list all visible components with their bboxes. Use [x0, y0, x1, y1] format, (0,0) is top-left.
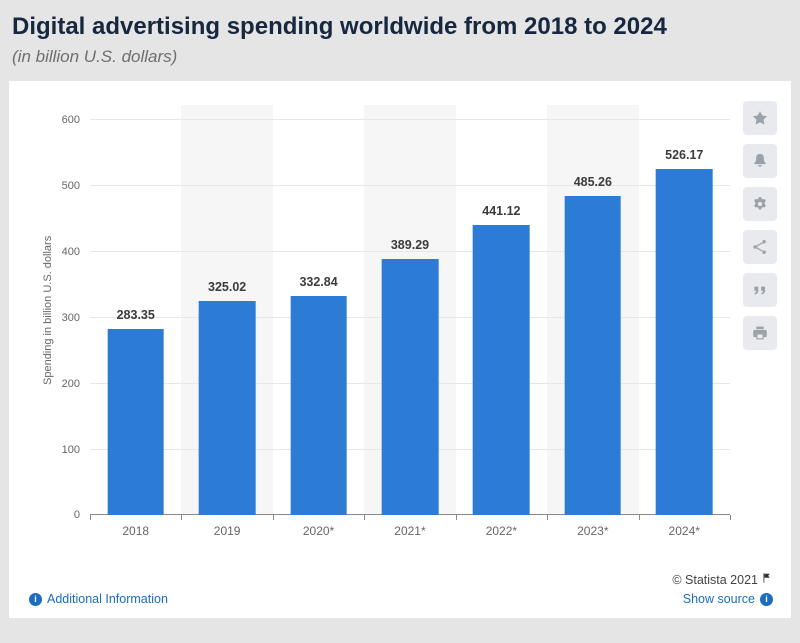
gear-icon [751, 195, 769, 213]
plot-area: 283.35 325.02 332.84 389.29 441.12 485.26 526.… [62, 105, 731, 521]
x-tick-label: 2020* [302, 524, 335, 539]
gridline [90, 251, 730, 253]
print-icon [751, 324, 769, 342]
axis-tick [272, 515, 274, 521]
chart-column: 332.84 [273, 105, 364, 516]
show-source-label: Show source [682, 592, 755, 607]
action-sidebar [743, 101, 777, 351]
y-tick-label: 600 [61, 114, 80, 127]
copyright-label: © Statista 2021 [672, 572, 758, 587]
x-tick-label: 2021* [394, 524, 426, 539]
gridline [90, 119, 730, 121]
star-icon [751, 109, 769, 127]
chart-column: 325.02 [181, 105, 273, 516]
chart-column: 283.35 [90, 105, 181, 516]
axis-tick [547, 515, 549, 521]
bar-2022[interactable] [473, 225, 530, 516]
x-axis-labels: 2018 2019 2020* 2021* 2022* 2023* 2024* [90, 524, 730, 538]
bar-value-label: 485.26 [573, 174, 612, 189]
y-axis-title: Spending in billion U.S. dollars [42, 235, 54, 385]
additional-information-link[interactable]: Additional Information [29, 592, 168, 606]
x-tick-label: 2022* [485, 524, 518, 539]
bell-icon [751, 152, 769, 170]
bar-value-label: 526.17 [665, 148, 704, 162]
y-tick-label: 400 [61, 246, 80, 259]
gridline [90, 185, 730, 187]
y-tick-label: 300 [61, 311, 80, 324]
share-icon [751, 238, 769, 256]
page-title: Digital advertising spending worldwide f… [12, 13, 667, 40]
source-info-icon [760, 592, 773, 606]
chart-column: 526.17 [639, 105, 730, 516]
cite-button[interactable] [743, 273, 777, 308]
bar-2024[interactable] [655, 169, 713, 516]
chart-column: 441.12 [456, 105, 547, 516]
settings-button[interactable] [743, 187, 777, 222]
axis-tick [455, 515, 457, 521]
axis-tick [181, 515, 183, 521]
chart-area: 283.35 325.02 332.84 389.29 441.12 485.26 526.… [62, 105, 731, 538]
info-icon [29, 592, 42, 606]
chart-header: Digital advertising spending worldwide f… [0, 0, 800, 77]
y-tick-label: 500 [61, 180, 80, 193]
flag-icon [761, 572, 773, 587]
bar-2023[interactable] [564, 195, 622, 516]
x-tick-label: 2018 [122, 524, 150, 539]
quote-icon [751, 281, 769, 299]
y-tick-label: 100 [61, 443, 80, 456]
footer-right: © Statista 2021 Show source [672, 572, 773, 606]
chart-card: Spending in billion U.S. dollars 283.35 3… [9, 81, 791, 619]
x-tick-label: 2019 [213, 524, 241, 539]
x-tick-label: 2024* [668, 524, 700, 539]
chart-column: 485.26 [547, 105, 639, 516]
share-button[interactable] [743, 230, 777, 265]
card-footer: Additional Information © Statista 2021 S… [29, 572, 773, 606]
bar-2019[interactable] [198, 301, 256, 516]
copyright-text: © Statista 2021 [672, 572, 773, 587]
chart-column: 389.29 [364, 105, 456, 516]
bar-value-label: 283.35 [116, 307, 155, 322]
bar-2021[interactable] [381, 259, 439, 516]
x-tick-label: 2023* [577, 524, 609, 539]
bar-value-label: 441.12 [482, 204, 521, 218]
axis-tick [638, 515, 640, 521]
show-source-link[interactable]: Show source [683, 592, 773, 606]
axis-tick [730, 515, 731, 521]
plot-columns: 283.35 325.02 332.84 389.29 441.12 485.26 526.… [90, 105, 731, 521]
axis-tick [90, 515, 91, 521]
y-tick-label: 0 [73, 509, 80, 522]
favorite-button[interactable] [743, 101, 777, 136]
bar-value-label: 389.29 [390, 238, 430, 253]
print-button[interactable] [743, 316, 777, 351]
bar-value-label: 325.02 [208, 280, 247, 295]
notification-button[interactable] [743, 144, 777, 179]
bar-2018[interactable] [107, 328, 165, 516]
y-tick-label: 200 [61, 377, 80, 390]
additional-information-label: Additional Information [47, 592, 168, 607]
bar-value-label: 332.84 [299, 275, 338, 290]
page-subtitle: (in billion U.S. dollars) [12, 47, 178, 66]
bar-2020[interactable] [290, 296, 347, 516]
axis-tick [364, 515, 366, 521]
